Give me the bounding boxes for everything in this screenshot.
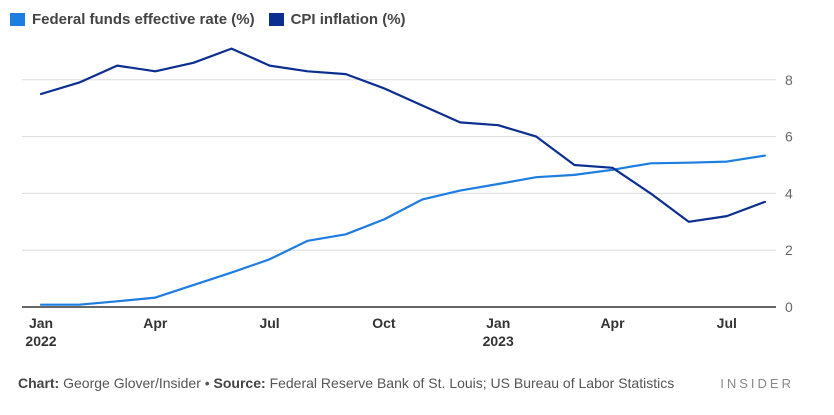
y-tick-label-8: 8	[785, 72, 793, 88]
source-label: Source:	[213, 375, 266, 391]
legend-swatch-fed-funds	[10, 13, 25, 26]
series-line-fed-funds-rate	[39, 154, 766, 306]
legend-swatch-cpi	[268, 13, 284, 26]
x-tick-year-2023: 2023	[483, 333, 514, 349]
x-tick-label-oct: Oct	[372, 315, 396, 331]
legend-label-fed-funds: Federal funds effective rate (%)	[32, 11, 255, 28]
x-tick-label-jul: Jul	[259, 315, 279, 331]
chart-credit-value: George Glover/Insider	[63, 375, 201, 391]
y-tick-label-2: 2	[785, 242, 793, 258]
x-tick-label-jul: Jul	[717, 315, 737, 331]
legend-item-fed-funds: Federal funds effective rate (%)	[10, 11, 255, 28]
legend-item-cpi: CPI inflation (%)	[268, 11, 406, 28]
series-line-cpi-inflation	[39, 47, 766, 223]
legend: Federal funds effective rate (%) CPI inf…	[10, 11, 420, 28]
chart-credit-label: Chart:	[18, 375, 60, 391]
x-tick-year-2022: 2022	[25, 333, 56, 349]
y-tick-label-6: 6	[785, 129, 793, 145]
footer-credits: Chart: George Glover/Insider • Source: F…	[18, 375, 674, 391]
line-chart: 0 2 4 6 8 Jan 2022 Apr Jul Oct Jan 2023 Apr Jul	[22, 47, 793, 349]
x-tick-label-jan: Jan	[486, 315, 510, 331]
x-tick-label-jan: Jan	[29, 315, 53, 331]
x-tick-label-apr: Apr	[600, 315, 625, 331]
brand-logo: INSIDER	[720, 376, 794, 391]
source-value: Federal Reserve Bank of St. Louis; US Bu…	[269, 375, 675, 391]
legend-label-cpi: CPI inflation (%)	[290, 11, 406, 28]
y-tick-label-0: 0	[785, 299, 793, 315]
x-tick-label-apr: Apr	[143, 315, 168, 331]
footer-bullet: •	[204, 375, 210, 391]
y-tick-label-4: 4	[785, 185, 793, 201]
